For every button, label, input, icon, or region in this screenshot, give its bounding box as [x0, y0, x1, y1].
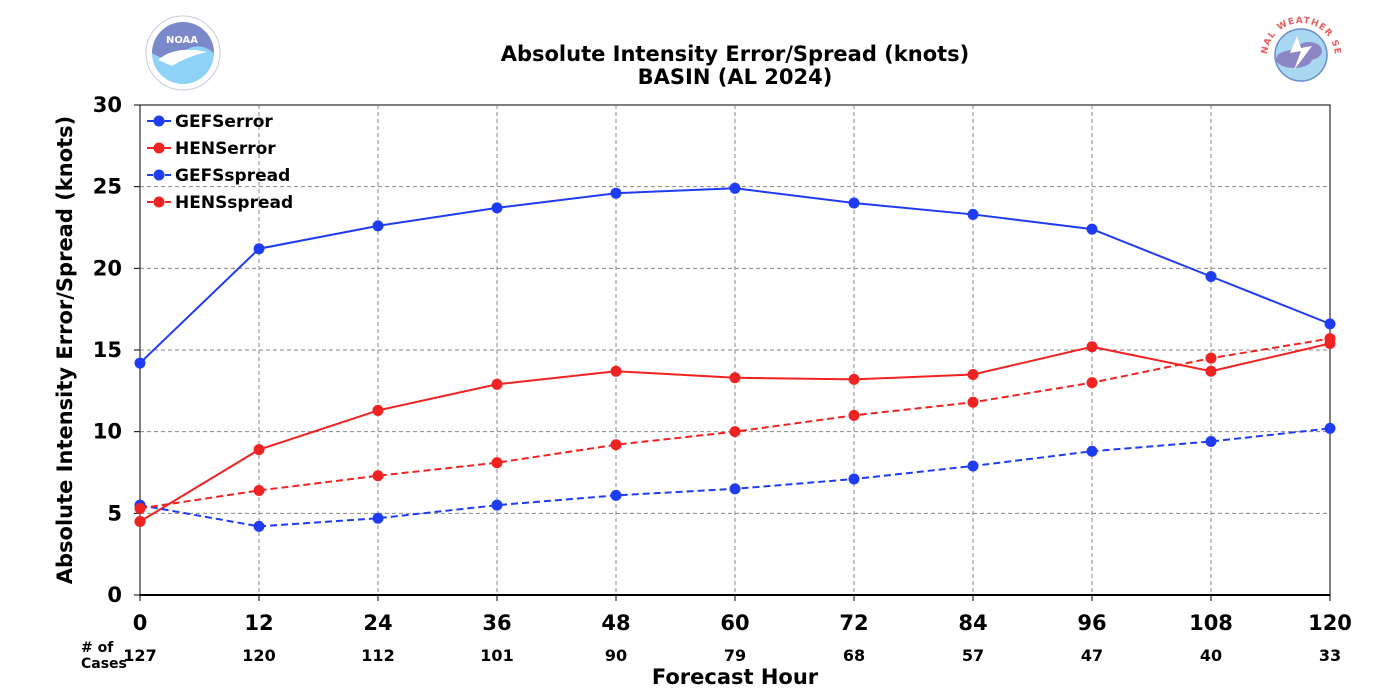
legend-label: HENSerror — [175, 139, 276, 159]
x-tick-label: 120 — [1308, 611, 1352, 635]
y-axis-label: Absolute Intensity Error/Spread (knots) — [53, 116, 77, 585]
data-point — [491, 457, 503, 469]
data-point — [1205, 435, 1217, 447]
data-point — [967, 396, 979, 408]
noaa-logo: NOAA — [145, 15, 221, 91]
case-count: 120 — [242, 646, 275, 665]
legend-label: HENSspread — [175, 193, 293, 213]
legend-marker — [153, 115, 165, 127]
data-point — [1086, 445, 1098, 457]
case-count: 127 — [123, 646, 156, 665]
case-count: 47 — [1081, 646, 1103, 665]
x-tick-label: 96 — [1077, 611, 1106, 635]
cases-label-line2: Cases — [81, 656, 127, 672]
data-point — [134, 516, 146, 527]
data-point — [610, 187, 622, 199]
x-tick-label: 36 — [482, 611, 511, 635]
legend-marker — [153, 142, 165, 154]
x-tick-label: 48 — [601, 611, 630, 635]
case-count: 79 — [724, 646, 746, 665]
data-point — [1205, 271, 1217, 282]
legend-label: GEFSerror — [175, 112, 273, 132]
x-tick-label: 108 — [1189, 611, 1233, 635]
data-point — [491, 499, 503, 511]
legend-item: HENSerror — [147, 139, 276, 159]
series-gefsspread — [134, 422, 1336, 532]
data-point — [729, 372, 741, 384]
chart-title: Absolute Intensity Error/Spread (knots) — [501, 42, 970, 66]
x-tick-label: 84 — [958, 611, 987, 635]
y-tick-label: 20 — [93, 256, 122, 280]
data-point — [610, 489, 622, 501]
series-gefserror — [134, 182, 1336, 369]
series-layer — [134, 182, 1336, 532]
series-henserror — [134, 337, 1336, 527]
legend-label: GEFSspread — [175, 166, 290, 186]
data-point — [1086, 341, 1098, 353]
x-tick-label: 0 — [133, 611, 148, 635]
data-point — [729, 182, 741, 194]
legend-marker — [153, 196, 165, 208]
x-tick-label: 72 — [839, 611, 868, 635]
case-count: 33 — [1319, 646, 1341, 665]
legend-item: GEFSerror — [147, 112, 273, 132]
data-point — [134, 502, 146, 514]
data-point — [1324, 318, 1336, 330]
data-point — [1086, 377, 1098, 389]
case-count: 112 — [361, 646, 394, 665]
y-tick-label: 10 — [93, 420, 122, 444]
data-point — [967, 208, 979, 220]
case-count: 68 — [843, 646, 865, 665]
y-tick-label: 30 — [93, 93, 122, 117]
ticks: 0 127 12 120 24 112 36 101 48 90 60 79 72 68 84 57 96 47 1… — [93, 93, 1352, 665]
data-point — [610, 365, 622, 377]
data-point — [610, 439, 622, 451]
y-tick-label: 15 — [93, 338, 122, 362]
data-point — [253, 520, 265, 532]
data-point — [729, 426, 741, 438]
legend-item: GEFSspread — [147, 166, 290, 186]
data-point — [729, 483, 741, 495]
data-point — [253, 243, 265, 255]
data-point — [491, 202, 503, 214]
cases-label-line1: # of — [81, 640, 114, 656]
y-tick-label: 0 — [107, 583, 122, 607]
data-point — [1205, 365, 1217, 377]
data-point — [1086, 223, 1098, 235]
data-point — [1324, 422, 1336, 434]
data-point — [491, 378, 503, 390]
noaa-logo-text: NOAA — [166, 35, 198, 46]
data-point — [848, 197, 860, 209]
y-tick-label: 25 — [93, 175, 122, 199]
x-tick-label: 12 — [244, 611, 273, 635]
data-point — [967, 460, 979, 472]
case-count: 90 — [605, 646, 627, 665]
data-point — [1205, 352, 1217, 364]
x-tick-label: 60 — [720, 611, 749, 635]
data-point — [372, 220, 384, 232]
data-point — [253, 444, 265, 456]
data-point — [1324, 333, 1336, 345]
data-point — [134, 357, 146, 369]
case-count: 101 — [480, 646, 513, 665]
data-point — [372, 512, 384, 524]
legend-marker — [153, 169, 165, 181]
data-point — [967, 369, 979, 380]
case-count: 57 — [962, 646, 984, 665]
x-axis-label: Forecast Hour — [652, 665, 819, 689]
data-point — [372, 404, 384, 416]
data-point — [372, 470, 384, 482]
data-point — [848, 473, 860, 485]
data-point — [848, 373, 860, 385]
y-tick-label: 5 — [107, 501, 122, 525]
chart-subtitle: BASIN (AL 2024) — [638, 65, 833, 89]
data-point — [253, 484, 265, 496]
data-point — [848, 409, 860, 421]
legend: GEFSerror HENSerror GEFSspread HENSspread — [147, 112, 293, 213]
x-tick-label: 24 — [363, 611, 392, 635]
legend-item: HENSspread — [147, 193, 293, 213]
series-hensspread — [134, 333, 1336, 514]
case-count: 40 — [1200, 646, 1222, 665]
